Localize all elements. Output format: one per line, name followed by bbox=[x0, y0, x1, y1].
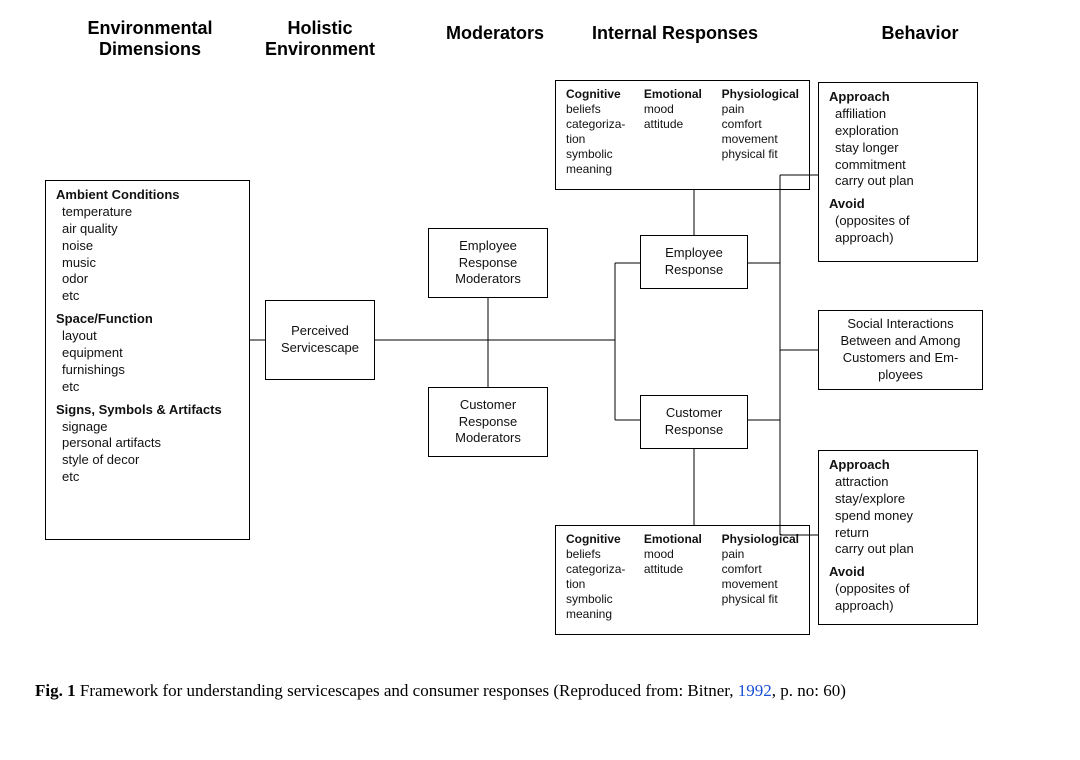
col-item: movement bbox=[722, 577, 799, 592]
header-behavior: Behavior bbox=[850, 23, 990, 44]
col-head: Emotional bbox=[644, 532, 714, 547]
node-customer-response: Customer Response bbox=[640, 395, 748, 449]
node-customer-moderators: Customer Response Moderators bbox=[428, 387, 548, 457]
col-item: physical fit bbox=[722, 147, 799, 162]
node-label: Employee Response Moderators bbox=[439, 238, 537, 289]
col-head: Cognitive bbox=[566, 87, 636, 102]
beh-avoid-title: Avoid bbox=[829, 196, 967, 213]
caption-text: , p. no: 60) bbox=[772, 681, 846, 700]
node-behavior-employee: Approach affiliation exploration stay lo… bbox=[818, 82, 978, 262]
node-environmental-dimensions: Ambient Conditions temperature air quali… bbox=[45, 180, 250, 540]
col-cognitive: Cognitive beliefs categoriza-tion symbol… bbox=[566, 532, 636, 622]
beh-avoid-title: Avoid bbox=[829, 564, 967, 581]
col-item: mood bbox=[644, 547, 714, 562]
node-label: Customer Response bbox=[651, 405, 737, 439]
beh-item: attraction bbox=[829, 474, 967, 491]
beh-item: stay/explore bbox=[829, 491, 967, 508]
col-item: categoriza-tion bbox=[566, 562, 636, 592]
figure-label: Fig. 1 bbox=[35, 681, 76, 700]
header-internal: Internal Responses bbox=[575, 23, 775, 44]
beh-item: carry out plan bbox=[829, 541, 967, 558]
col-emotional: Emotional mood attitude bbox=[644, 87, 714, 177]
beh-item: commitment bbox=[829, 157, 967, 174]
env-item: odor bbox=[56, 271, 239, 288]
col-item: beliefs bbox=[566, 102, 636, 117]
header-moderators: Moderators bbox=[425, 23, 565, 44]
col-head: Physiological bbox=[722, 532, 799, 547]
caption-text: Framework for understanding servicescape… bbox=[80, 681, 738, 700]
node-label: Customer Response Moderators bbox=[439, 397, 537, 448]
col-item: mood bbox=[644, 102, 714, 117]
col-item: categoriza-tion bbox=[566, 117, 636, 147]
env-section1-title: Ambient Conditions bbox=[56, 187, 239, 204]
beh-approach-title: Approach bbox=[829, 89, 967, 106]
env-item: style of decor bbox=[56, 452, 239, 469]
col-cognitive: Cognitive beliefs categoriza-tion symbol… bbox=[566, 87, 636, 177]
node-employee-response: Employee Response bbox=[640, 235, 748, 289]
beh-item: (opposites of approach) bbox=[829, 581, 967, 615]
col-head: Physiological bbox=[722, 87, 799, 102]
env-item: etc bbox=[56, 379, 239, 396]
env-item: furnishings bbox=[56, 362, 239, 379]
beh-item: spend money bbox=[829, 508, 967, 525]
col-item: symbolic meaning bbox=[566, 592, 636, 622]
col-item: comfort bbox=[722, 117, 799, 132]
env-item: air quality bbox=[56, 221, 239, 238]
col-emotional: Emotional mood attitude bbox=[644, 532, 714, 622]
env-item: temperature bbox=[56, 204, 239, 221]
col-physiological: Physiological pain comfort movement phys… bbox=[722, 87, 799, 177]
node-behavior-customer: Approach attraction stay/explore spend m… bbox=[818, 450, 978, 625]
env-item: noise bbox=[56, 238, 239, 255]
env-item: equipment bbox=[56, 345, 239, 362]
beh-item: stay longer bbox=[829, 140, 967, 157]
figure-caption: Fig. 1 Framework for understanding servi… bbox=[35, 680, 1045, 703]
node-perceived-servicescape: Perceived Servicescape bbox=[265, 300, 375, 380]
env-item: etc bbox=[56, 469, 239, 486]
col-item: physical fit bbox=[722, 592, 799, 607]
header-env-dim: Environmental Dimensions bbox=[60, 18, 240, 60]
beh-item: (opposites of approach) bbox=[829, 213, 967, 247]
node-label: Social Interactions Between and Among Cu… bbox=[829, 316, 972, 384]
node-employee-moderators: Employee Response Moderators bbox=[428, 228, 548, 298]
beh-item: return bbox=[829, 525, 967, 542]
col-item: movement bbox=[722, 132, 799, 147]
header-holistic: Holistic Environment bbox=[240, 18, 400, 60]
node-social-interactions: Social Interactions Between and Among Cu… bbox=[818, 310, 983, 390]
env-section2-title: Space/Function bbox=[56, 311, 239, 328]
col-physiological: Physiological pain comfort movement phys… bbox=[722, 532, 799, 622]
col-item: beliefs bbox=[566, 547, 636, 562]
env-item: layout bbox=[56, 328, 239, 345]
env-item: signage bbox=[56, 419, 239, 436]
env-item: music bbox=[56, 255, 239, 272]
col-item: attitude bbox=[644, 562, 714, 577]
env-item: etc bbox=[56, 288, 239, 305]
col-item: pain bbox=[722, 547, 799, 562]
env-item: personal artifacts bbox=[56, 435, 239, 452]
col-item: attitude bbox=[644, 117, 714, 132]
col-item: comfort bbox=[722, 562, 799, 577]
beh-item: affiliation bbox=[829, 106, 967, 123]
beh-item: exploration bbox=[829, 123, 967, 140]
beh-approach-title: Approach bbox=[829, 457, 967, 474]
node-label: Perceived Servicescape bbox=[276, 323, 364, 357]
col-head: Cognitive bbox=[566, 532, 636, 547]
diagram-canvas: Environmental Dimensions Holistic Enviro… bbox=[0, 0, 1080, 760]
node-label: Employee Response bbox=[651, 245, 737, 279]
node-internal-detail-top: Cognitive beliefs categoriza-tion symbol… bbox=[555, 80, 810, 190]
node-internal-detail-bottom: Cognitive beliefs categoriza-tion symbol… bbox=[555, 525, 810, 635]
citation-year: 1992 bbox=[738, 681, 772, 700]
col-item: symbolic meaning bbox=[566, 147, 636, 177]
col-item: pain bbox=[722, 102, 799, 117]
beh-item: carry out plan bbox=[829, 173, 967, 190]
env-section3-title: Signs, Symbols & Artifacts bbox=[56, 402, 239, 419]
col-head: Emotional bbox=[644, 87, 714, 102]
